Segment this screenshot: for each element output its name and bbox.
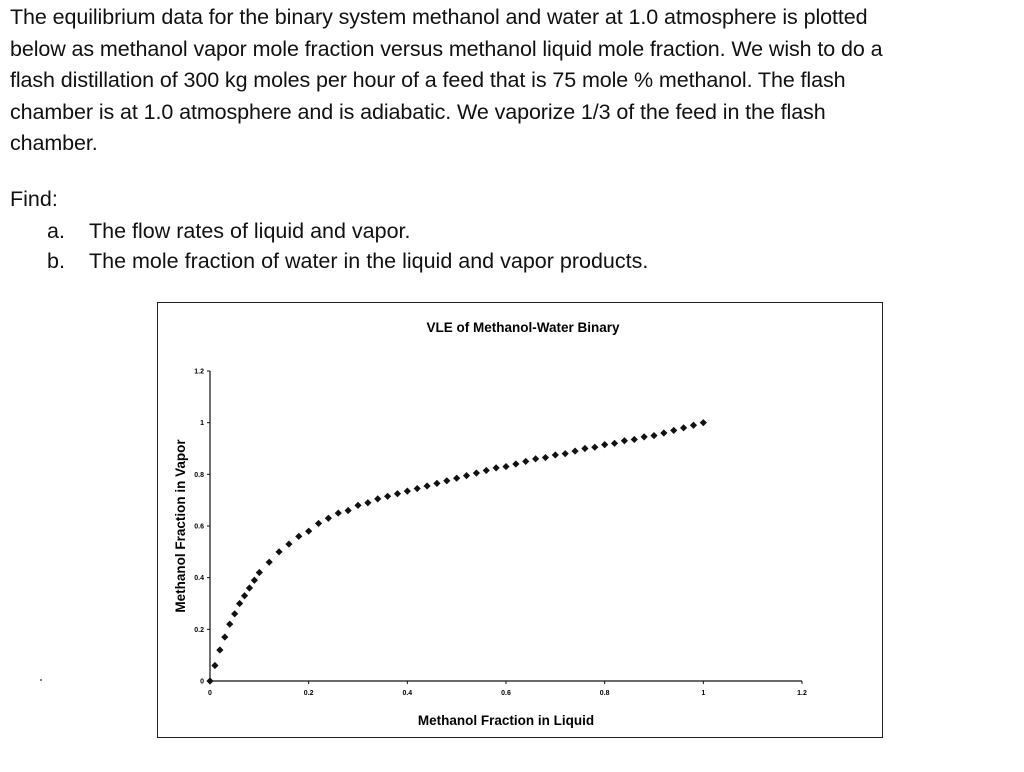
data-point: [443, 477, 451, 485]
data-point: [591, 443, 599, 451]
find-list: a. The flow rates of liquid and vapor. b…: [47, 216, 648, 276]
data-points: [206, 419, 707, 685]
data-point: [620, 437, 628, 445]
x-tick-label: 0.2: [304, 690, 314, 697]
data-point: [472, 469, 480, 477]
y-axis-title: Methanol Fraction in Vapor: [173, 439, 188, 613]
data-point: [413, 484, 421, 493]
data-point: [236, 599, 244, 608]
vle-chart-svg: VLE of Methanol-Water Binary 0 0.2 0.4 0.6 0…: [173, 320, 807, 728]
data-point: [403, 487, 411, 495]
y-tick-label: 0.2: [194, 627, 204, 634]
data-point: [265, 558, 273, 566]
data-point: [571, 447, 579, 455]
data-point: [532, 455, 540, 463]
data-point: [423, 482, 431, 490]
data-point: [314, 519, 323, 528]
x-tick-label: 1: [701, 690, 705, 697]
data-point: [680, 424, 688, 432]
data-point: [240, 592, 249, 600]
problem-statement: The equilibrium data for the binary syst…: [10, 2, 1014, 160]
data-point: [433, 479, 441, 487]
data-point: [344, 506, 352, 515]
y-tick-label: 0: [200, 679, 204, 686]
y-axis-ticks: 0 0.2 0.4 0.6 0.8 1 1.2: [194, 369, 210, 686]
data-point: [295, 532, 303, 540]
data-point: [581, 444, 589, 453]
x-tick-label: 0.8: [600, 690, 610, 697]
problem-line: chamber is at 1.0 atmosphere and is adia…: [10, 99, 826, 124]
vle-chart: VLE of Methanol-Water Binary 0 0.2 0.4 0.6 0…: [157, 302, 883, 738]
data-point: [610, 439, 619, 447]
find-item-marker: b.: [47, 249, 65, 273]
data-point: [275, 548, 283, 556]
problem-line: chamber.: [10, 131, 98, 155]
data-point: [670, 426, 678, 435]
data-point: [640, 433, 648, 441]
data-point: [324, 514, 332, 522]
data-point: [502, 462, 510, 471]
data-point: [374, 495, 382, 503]
find-item: b. The mole fraction of water in the liq…: [47, 246, 648, 276]
data-point: [512, 460, 520, 468]
find-item-text: The mole fraction of water in the liquid…: [89, 249, 649, 273]
data-point: [285, 540, 293, 548]
data-point: [650, 431, 658, 440]
data-point: [689, 421, 698, 429]
problem-line: The equilibrium data for the binary syst…: [10, 5, 868, 29]
data-point: [462, 472, 471, 480]
data-point: [255, 568, 263, 577]
find-item-marker: a.: [47, 219, 65, 243]
data-point: [211, 661, 219, 670]
y-tick-label: 0.4: [194, 575, 204, 582]
y-tick-label: 0.8: [194, 472, 204, 479]
x-axis-title: Methanol Fraction in Liquid: [418, 713, 594, 728]
data-point: [206, 677, 214, 685]
find-item-text: The flow rates of liquid and vapor.: [89, 219, 411, 243]
data-point: [245, 584, 254, 592]
y-tick-label: 1.2: [194, 369, 204, 376]
data-point: [482, 466, 490, 475]
data-point: [660, 429, 668, 437]
y-tick-label: 0.6: [194, 524, 204, 531]
data-point: [601, 441, 609, 449]
data-point: [226, 620, 234, 628]
x-tick-label: 0.6: [501, 690, 511, 697]
find-item: a. The flow rates of liquid and vapor.: [47, 216, 648, 246]
x-axis-ticks: 0 0.2 0.4 0.6 0.8 1 1.2: [208, 681, 807, 697]
data-point: [561, 450, 569, 458]
problem-line: below as methanol vapor mole fraction ve…: [10, 36, 883, 61]
data-point: [364, 499, 372, 507]
data-point: [522, 457, 530, 466]
data-point: [384, 492, 392, 500]
data-point: [492, 464, 500, 472]
data-point: [393, 490, 402, 498]
y-tick-label: 1: [200, 420, 204, 427]
x-tick-label: 0: [208, 690, 212, 697]
data-point: [453, 474, 461, 482]
chart-title: VLE of Methanol-Water Binary: [426, 320, 620, 335]
x-tick-label: 1.2: [797, 690, 807, 697]
data-point: [305, 527, 313, 535]
data-point: [334, 509, 342, 517]
data-point: [250, 576, 258, 584]
problem-line: flash distillation of 300 kg moles per h…: [10, 68, 846, 92]
scan-speck: [40, 679, 42, 681]
data-point: [699, 419, 707, 427]
find-heading: Find:: [10, 187, 58, 211]
x-tick-label: 0.4: [402, 690, 412, 697]
data-point: [551, 451, 559, 459]
data-point: [231, 610, 239, 618]
data-point: [216, 646, 224, 654]
data-point: [630, 435, 638, 444]
data-point: [221, 633, 229, 641]
data-point: [354, 501, 362, 509]
data-point: [541, 453, 550, 462]
